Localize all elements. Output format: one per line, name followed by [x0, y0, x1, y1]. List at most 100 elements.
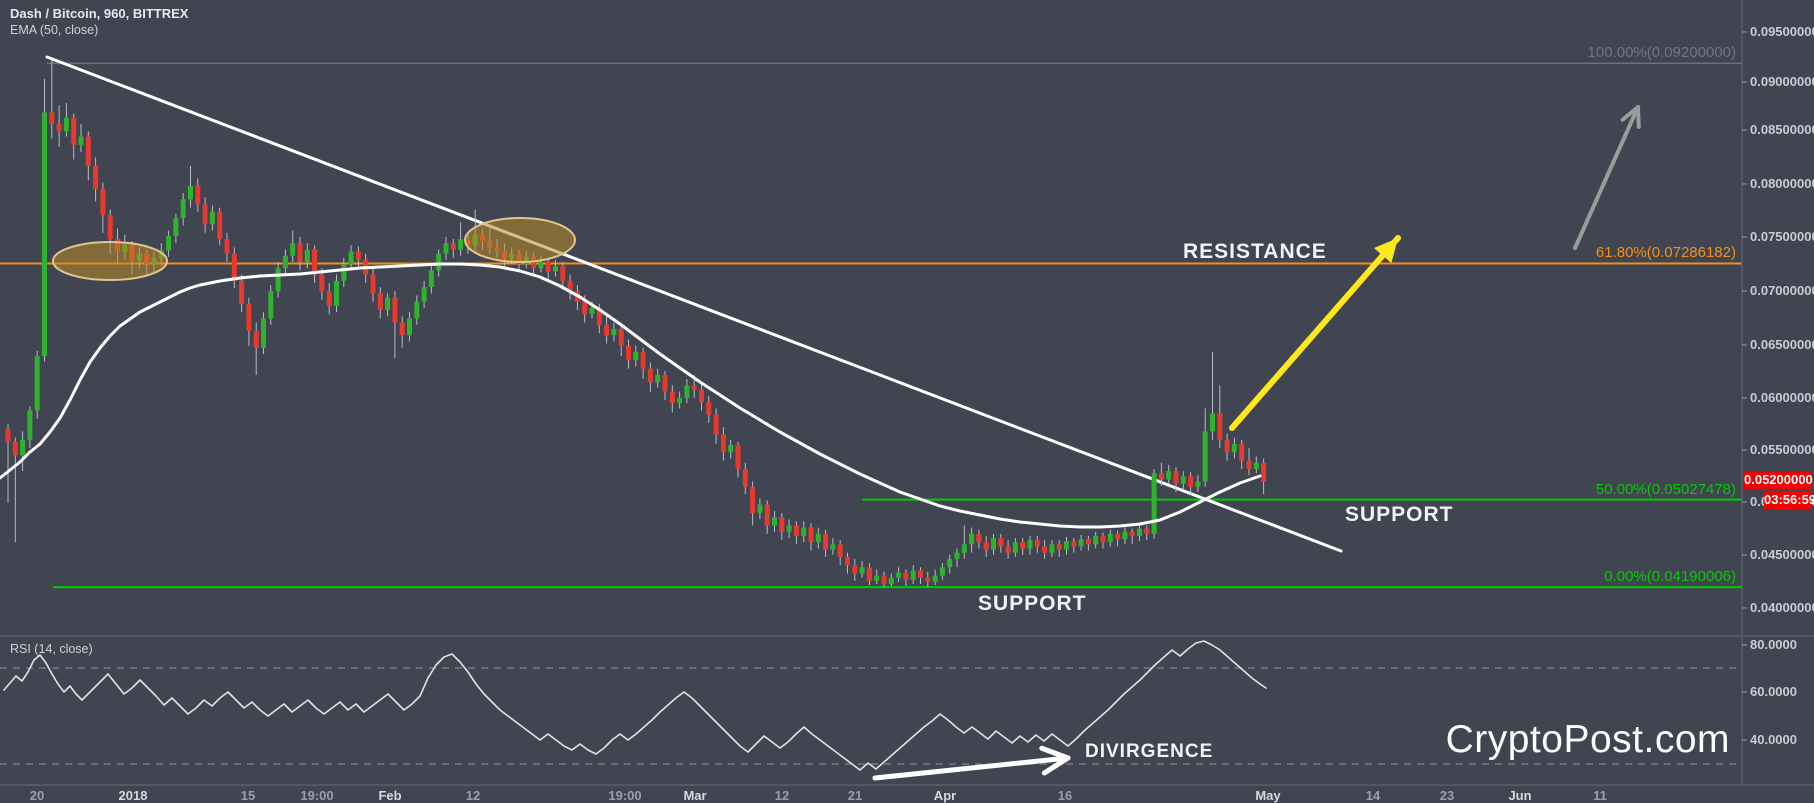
candle-body [173, 218, 179, 236]
candle-body [1231, 443, 1237, 453]
time-axis-label: Apr [933, 788, 957, 803]
candle-body [801, 527, 807, 536]
candle-body [713, 414, 719, 435]
candle-body [720, 434, 726, 453]
time-axis-label: 12 [774, 788, 790, 803]
candle-body [209, 211, 215, 225]
fib-label-100: 100.00%(0.09200000) [1587, 44, 1736, 62]
candle-body [275, 268, 281, 292]
gray-up-arrow[interactable] [1573, 105, 1640, 250]
candle-body [1020, 542, 1026, 549]
candle-body [596, 308, 602, 325]
price-axis-label: 0.04500000 [1750, 547, 1814, 562]
candle-body [355, 251, 361, 260]
candle-body [1180, 476, 1186, 484]
candle-body [1034, 540, 1040, 547]
symbol-title[interactable]: Dash / Bitcoin, 960, BITTREX [10, 6, 189, 21]
time-axis-label: Feb [378, 788, 402, 803]
yellow-up-arrow[interactable] [1229, 235, 1401, 431]
candle-body [991, 538, 996, 550]
candle-body [1144, 528, 1150, 534]
candle-body [282, 255, 288, 269]
time-axis-label: 12 [465, 788, 481, 803]
divergence-label[interactable]: DIVIRGENCE [1085, 741, 1214, 762]
candle-body [78, 136, 84, 145]
candle-body [823, 533, 829, 550]
watermark: CryptoPost.com [1445, 718, 1730, 761]
candle-body [1042, 546, 1048, 553]
time-axis-label: 16 [1057, 788, 1073, 803]
candle-body [1129, 531, 1135, 536]
candle-body [188, 185, 193, 200]
candle-body [231, 253, 237, 281]
candle-body [786, 525, 792, 532]
rsi-indicator-label[interactable]: RSI (14, close) [10, 642, 93, 656]
candle-body [1137, 528, 1142, 536]
candle-body [1049, 544, 1055, 553]
candle-body [1210, 413, 1215, 432]
candle-body [304, 249, 310, 263]
candle-body [253, 331, 259, 348]
descending-trendline[interactable] [45, 55, 1343, 553]
highlight-ellipse-1[interactable] [52, 241, 168, 281]
ema-indicator-label[interactable]: EMA (50, close) [10, 23, 99, 37]
candle-body [888, 577, 894, 585]
time-axis-label: 15 [240, 788, 256, 803]
candle-body [589, 308, 595, 315]
fib-label-50: 50.00%(0.05027478) [1595, 480, 1736, 498]
candle-body [845, 556, 850, 566]
candle-body [63, 117, 69, 132]
candle-body [735, 444, 741, 470]
ema50-line [0, 262, 1262, 529]
yellow-up-arrow-head [1373, 238, 1398, 264]
candle-body [976, 533, 982, 543]
candle-body [677, 397, 683, 404]
candle-body [611, 328, 617, 336]
candle-body [290, 243, 296, 256]
candle-body [1151, 473, 1157, 534]
highlight-ellipse-2[interactable] [464, 217, 576, 263]
candle-body [866, 567, 872, 581]
resistance-label[interactable]: RESISTANCE [1183, 240, 1327, 263]
candle-body [1158, 473, 1164, 480]
candle-body [815, 533, 821, 543]
candle-body [166, 235, 172, 251]
candle-body [640, 351, 646, 369]
candle-body [414, 301, 420, 319]
candle-body [1173, 471, 1179, 484]
support-label-low[interactable]: SUPPORT [978, 592, 1087, 615]
time-axis-label: 14 [1365, 788, 1381, 803]
candle-body [1253, 462, 1259, 470]
price-axis-label: 0.08500000 [1750, 122, 1814, 137]
rsi-line [3, 640, 1267, 771]
candle-body [268, 291, 274, 319]
candle-body [808, 527, 814, 543]
candle-body [377, 293, 383, 311]
support-label-mid[interactable]: SUPPORT [1345, 503, 1454, 526]
rsi-axis-label: 60.0000 [1750, 684, 1797, 699]
candle-body [655, 374, 661, 383]
candle-body [684, 385, 690, 398]
candle-body [742, 469, 748, 487]
candle-body [49, 112, 55, 125]
candle-body [450, 243, 456, 250]
rsi-axis-label: 40.0000 [1750, 732, 1797, 747]
price-axis-label: 0.06500000 [1750, 337, 1814, 352]
candle-body [779, 517, 785, 532]
candle-body [1166, 471, 1172, 480]
candle-body [1064, 541, 1069, 550]
candle-body [604, 324, 610, 336]
rsi-axis-label: 80.0000 [1750, 637, 1797, 652]
candle-body [531, 256, 537, 269]
candle-body [56, 124, 62, 132]
candle-body [1261, 462, 1267, 482]
candle-body [567, 280, 573, 292]
candle-body [1100, 535, 1106, 543]
candle-body [436, 253, 442, 271]
candle-body [246, 303, 252, 332]
white-divergence-arrow-head [1039, 745, 1071, 776]
white-divergence-arrow[interactable] [872, 755, 1071, 781]
candle-body [633, 351, 639, 361]
